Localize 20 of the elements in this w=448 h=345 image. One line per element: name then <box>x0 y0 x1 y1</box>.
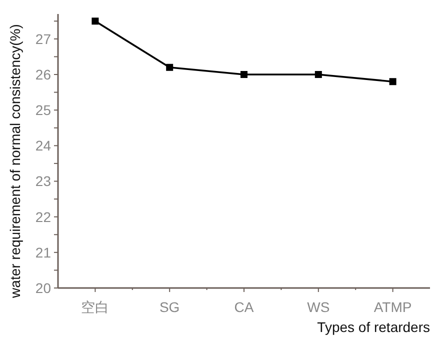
x-tick-label: WS <box>307 299 330 315</box>
y-axis-title: water requirement of normal consistency(%) <box>7 24 23 299</box>
x-tick-label: SG <box>159 299 180 315</box>
point <box>389 78 396 86</box>
y-tick-label: 23 <box>35 173 52 190</box>
y-tick-label: 24 <box>35 138 52 154</box>
point <box>314 70 322 78</box>
point <box>166 64 174 71</box>
x-tick-label: CA <box>234 299 254 315</box>
x-tick-label: 空白 <box>81 299 110 315</box>
y-tick-label: 26 <box>35 66 52 82</box>
point <box>92 18 99 25</box>
y-tick-label: 22 <box>35 208 52 225</box>
y-tick-label: 21 <box>35 244 52 260</box>
point <box>240 70 248 78</box>
y-tick-label: 25 <box>35 102 52 118</box>
x-tick-label: ATMP <box>374 299 412 315</box>
x-axis-title: Types of retarders <box>317 319 430 335</box>
y-tick-label: 20 <box>35 280 52 296</box>
y-tick-label: 27 <box>35 30 52 47</box>
